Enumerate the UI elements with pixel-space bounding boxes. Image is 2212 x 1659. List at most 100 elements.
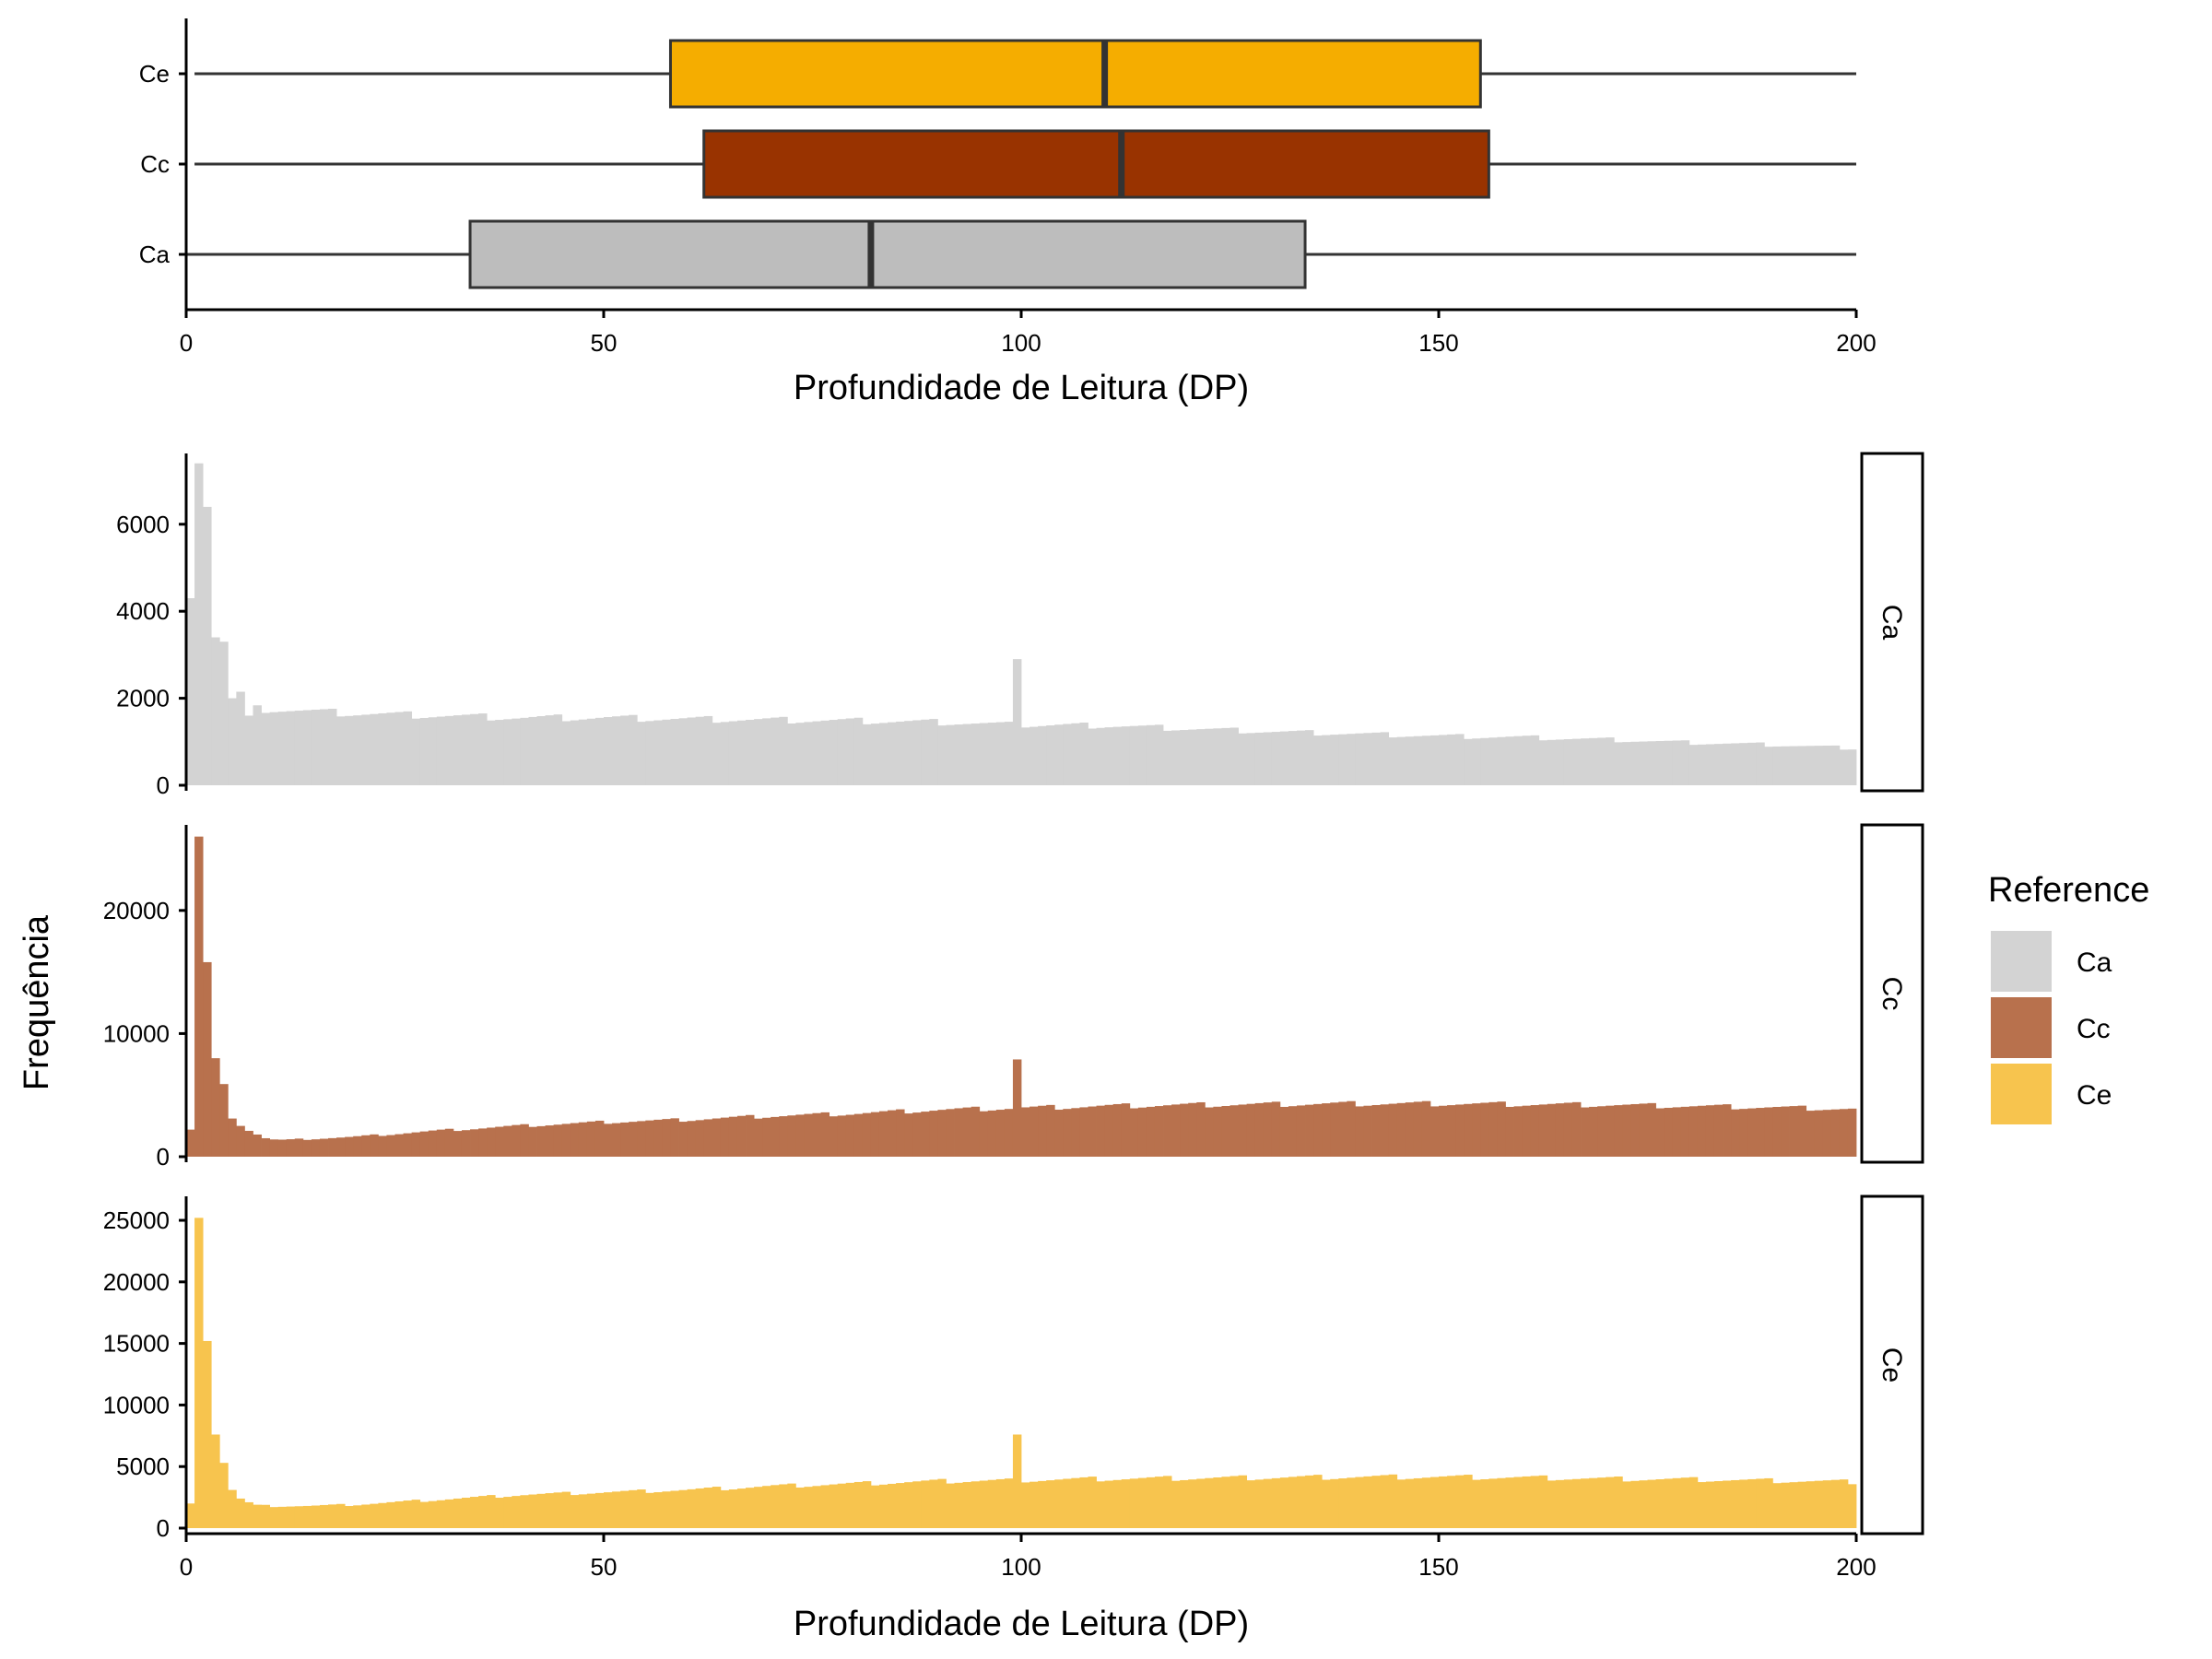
- boxplot-x-tick-label: 150: [1418, 329, 1458, 357]
- histogram-bar: [1146, 1477, 1156, 1528]
- histogram-bar: [261, 1504, 270, 1528]
- histogram-bar: [1488, 737, 1498, 785]
- histogram-bar: [1847, 749, 1857, 785]
- histogram-bar: [478, 1496, 488, 1528]
- histogram-bar: [311, 709, 321, 785]
- histogram-bar: [1547, 739, 1557, 785]
- histogram-bar: [244, 1130, 253, 1157]
- histogram-bar: [1046, 1104, 1055, 1157]
- histogram-bar: [662, 719, 671, 785]
- histogram-bar: [294, 1138, 304, 1157]
- histogram-bar: [1096, 727, 1105, 785]
- histogram-bar: [495, 1126, 504, 1157]
- histogram-bar: [1221, 1477, 1230, 1528]
- histogram-bar: [979, 1111, 989, 1157]
- histogram-bar: [286, 711, 296, 785]
- histogram-bar: [1288, 731, 1298, 785]
- histogram-bar: [962, 1482, 972, 1528]
- histogram-bar: [1589, 1106, 1598, 1157]
- histogram-bar: [311, 1505, 321, 1528]
- histogram-bar: [1739, 743, 1748, 785]
- histogram-bar: [553, 1124, 563, 1157]
- histogram-bar: [712, 723, 722, 785]
- histogram-bar: [1647, 741, 1656, 785]
- histogram-bar: [512, 1124, 521, 1157]
- histogram-bar: [1480, 1478, 1489, 1528]
- histogram-bar: [328, 1137, 337, 1157]
- histogram-bar: [787, 723, 796, 785]
- legend-key-Ce: [1991, 1064, 2052, 1124]
- histogram-bar: [888, 1483, 897, 1528]
- histogram-bar: [1563, 739, 1573, 785]
- histogram-bar: [1505, 1106, 1514, 1157]
- histogram-bar: [1154, 1106, 1164, 1157]
- histogram-bar: [403, 1500, 413, 1528]
- histogram-bar: [1571, 1101, 1582, 1157]
- histogram-bar: [1839, 749, 1849, 785]
- histogram-bar: [653, 1119, 663, 1157]
- histogram-bar: [1263, 1102, 1273, 1157]
- histogram-bar: [1630, 741, 1640, 785]
- histogram-bar: [1046, 725, 1055, 785]
- histogram-bar: [394, 712, 404, 785]
- histogram-bar: [470, 1497, 479, 1528]
- histogram-bar: [1030, 1106, 1039, 1157]
- histogram-bar: [829, 720, 839, 785]
- histogram-bar: [670, 1118, 679, 1157]
- histogram-bar: [771, 1485, 780, 1528]
- histogram-bar: [1171, 730, 1181, 785]
- histogram-bar: [1480, 1102, 1489, 1157]
- histogram-bar: [1680, 1477, 1690, 1528]
- histogram-bar: [687, 1488, 697, 1528]
- histogram-bar: [1713, 1481, 1724, 1528]
- legend: Reference Ca Cc Ce: [1988, 871, 2149, 1124]
- histogram-bar: [578, 1494, 588, 1528]
- histogram-bar: [1723, 1104, 1732, 1157]
- histogram-bar: [1822, 746, 1832, 785]
- histogram-bar: [378, 712, 387, 785]
- histogram-bar: [837, 719, 847, 785]
- legend-key-Cc: [1991, 997, 2052, 1058]
- histogram-bar: [1254, 1479, 1265, 1528]
- histogram-bar: [1472, 1103, 1481, 1157]
- histogram-bar: [1271, 732, 1281, 785]
- histogram-bar: [578, 1122, 588, 1157]
- histogram-bar: [1380, 732, 1390, 785]
- histogram-bar: [1664, 1107, 1674, 1157]
- histogram-bar: [1347, 1477, 1356, 1528]
- histogram-bar: [604, 716, 613, 785]
- histogram-bar: [1839, 1479, 1849, 1528]
- histogram-bar: [1380, 1475, 1390, 1528]
- boxplot-x-tick-label: 0: [180, 329, 193, 357]
- histogram-bar: [1088, 1106, 1097, 1157]
- histogram-bar: [1497, 736, 1506, 785]
- histogram-bar: [444, 715, 454, 785]
- histogram-bar: [1713, 1104, 1724, 1157]
- histogram-bar: [386, 712, 395, 785]
- histogram-bar: [1180, 730, 1189, 785]
- histogram-bar: [1396, 1479, 1406, 1528]
- histogram-bar: [1772, 1106, 1782, 1157]
- facet-y-tick-label: 6000: [116, 511, 170, 538]
- histogram-bar: [703, 1487, 713, 1528]
- histogram-bar: [586, 718, 596, 785]
- histogram-bar: [804, 1113, 813, 1157]
- histogram-bar: [1731, 1479, 1740, 1528]
- facet-y-tick-label: 10000: [103, 1391, 170, 1418]
- histogram-bar: [1630, 1480, 1640, 1528]
- histogram-bar: [1455, 1104, 1465, 1157]
- histogram-bar: [720, 1117, 730, 1157]
- histogram-bar: [545, 1125, 555, 1157]
- histogram-bar: [461, 1497, 471, 1528]
- histogram-bar: [1396, 1102, 1406, 1157]
- histogram-bar: [561, 721, 571, 785]
- histogram-bar: [461, 714, 471, 785]
- histogram-bar: [878, 1111, 888, 1157]
- histogram-bar: [1413, 1477, 1423, 1528]
- histogram-bar: [478, 713, 488, 785]
- histogram-bar: [1188, 1479, 1197, 1528]
- histogram-bar: [536, 1125, 546, 1157]
- histogram-bar: [520, 1495, 529, 1528]
- histogram-bar: [812, 721, 821, 785]
